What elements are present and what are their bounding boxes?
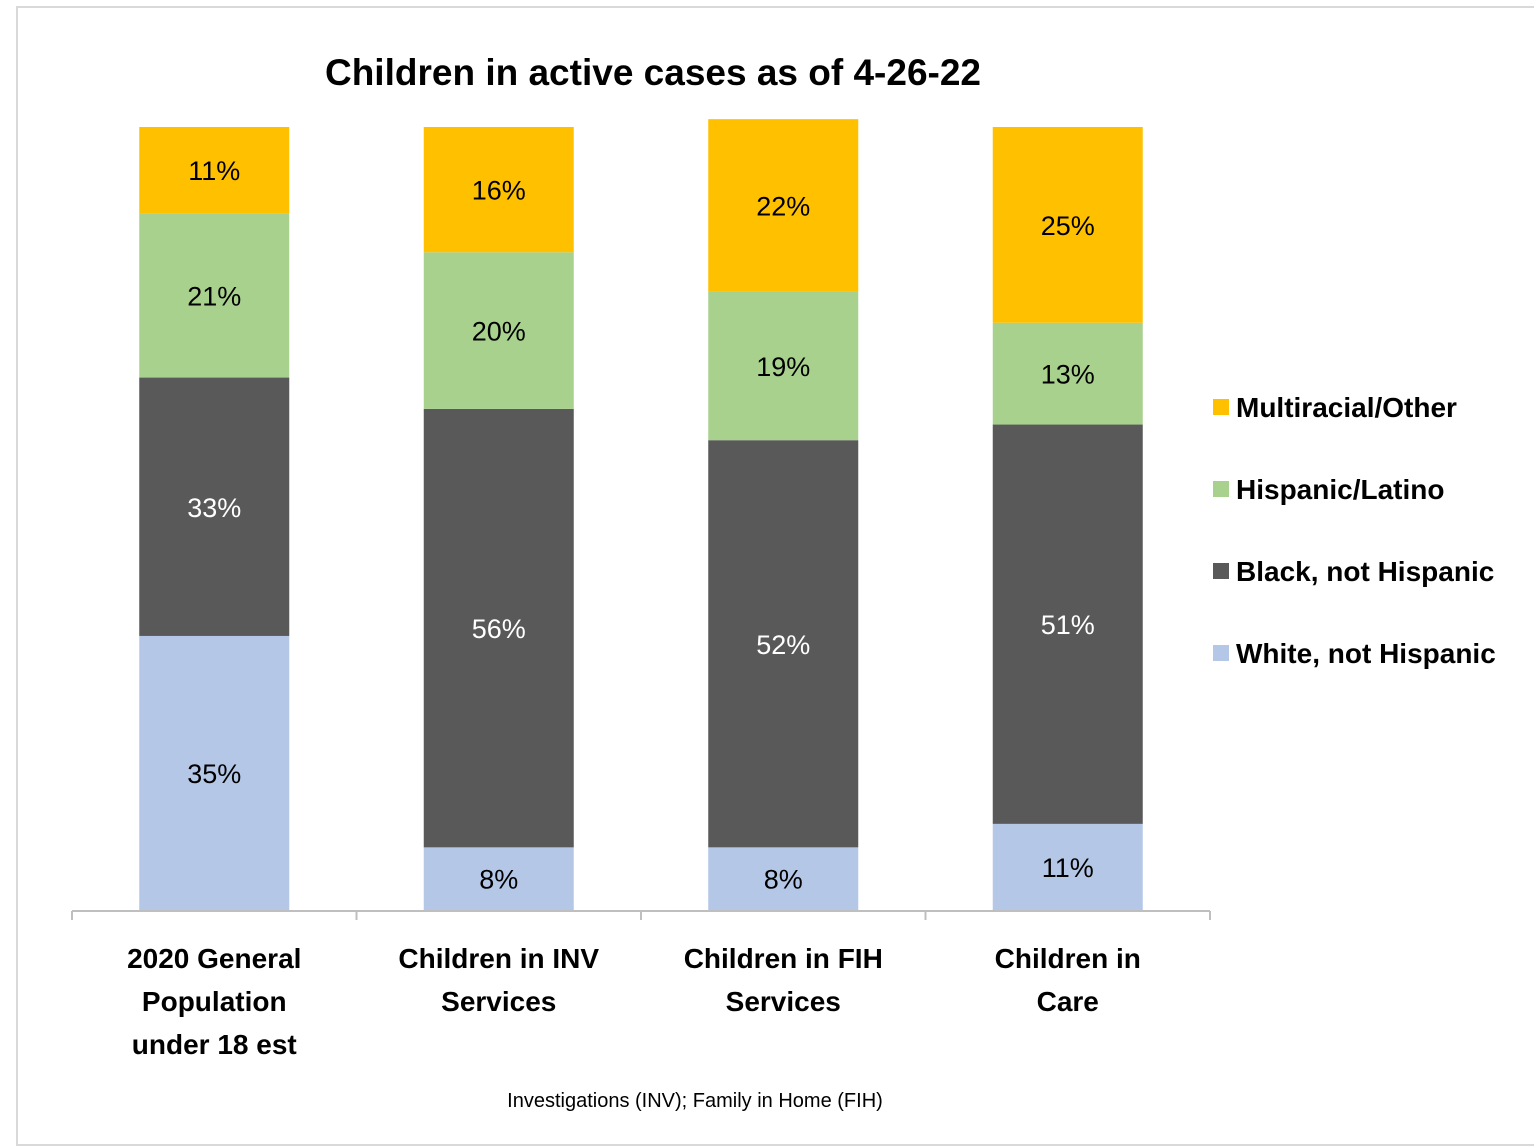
- category-label: Children in INV: [398, 943, 599, 974]
- bar-segment-white-not-hispanic: [423, 847, 574, 910]
- bar-segment-hispanic-latino: [139, 213, 290, 378]
- x-axis: [71, 910, 1211, 920]
- footnote: Investigations (INV); Family in Home (FI…: [507, 1090, 883, 1112]
- bars-group: 35% 33% 21% 11% 8% 56% 20% 16% 8% 52% 19% 22% 11% 51%…: [139, 119, 1143, 910]
- bar-segment-black-not-hispanic: [423, 408, 574, 848]
- bar-segment-hispanic-latino: [423, 252, 574, 409]
- category-label: Population: [142, 986, 287, 1017]
- data-label: 13%: [1041, 360, 1095, 390]
- data-label: 56%: [472, 614, 526, 644]
- bar-segment-white-not-hispanic: [708, 847, 859, 910]
- data-label: 33%: [187, 493, 241, 523]
- category-label: 2020 General: [127, 943, 301, 974]
- chart-title: Children in active cases as of 4-26-22: [325, 52, 981, 93]
- bar-segment-multiracial-other: [708, 119, 859, 292]
- data-label: 16%: [472, 176, 526, 206]
- legend-swatch-white-not-hispanic: [1213, 645, 1229, 661]
- data-label: 52%: [756, 630, 810, 660]
- bar-segment-black-not-hispanic: [708, 440, 859, 848]
- category-label: Services: [441, 986, 556, 1017]
- data-label: 35%: [187, 759, 241, 789]
- category-label: Children in FIH: [684, 943, 883, 974]
- data-label: 22%: [756, 191, 810, 221]
- bar-segment-black-not-hispanic: [992, 424, 1143, 824]
- legend-swatch-multiracial-other: [1213, 399, 1229, 415]
- bar-segment-multiracial-other: [139, 127, 290, 214]
- category-label: Care: [1037, 986, 1099, 1017]
- category-labels: 2020 General Population under 18 est Childr…: [127, 943, 1141, 1060]
- bar-segment-black-not-hispanic: [139, 377, 290, 636]
- bar-segment-white-not-hispanic: [992, 823, 1143, 910]
- data-label: 19%: [756, 352, 810, 382]
- legend-label: Hispanic/Latino: [1236, 474, 1444, 505]
- data-label: 51%: [1041, 610, 1095, 640]
- data-label: 8%: [764, 865, 803, 895]
- legend-label: Black, not Hispanic: [1236, 556, 1494, 587]
- data-label: 25%: [1041, 211, 1095, 241]
- data-label: 20%: [472, 317, 526, 347]
- data-label: 8%: [479, 865, 518, 895]
- bar-segment-multiracial-other: [423, 127, 574, 253]
- bar-segment-multiracial-other: [992, 127, 1143, 323]
- stacked-bar-chart: Children in active cases as of 4-26-22 3…: [71, 52, 1496, 1060]
- legend-label: Multiracial/Other: [1236, 392, 1457, 423]
- bar-segment-hispanic-latino: [992, 322, 1143, 425]
- category-label: Services: [726, 986, 841, 1017]
- legend: Multiracial/Other Hispanic/Latino Black, n…: [1213, 392, 1496, 669]
- legend-swatch-hispanic-latino: [1213, 481, 1229, 497]
- bar-segment-hispanic-latino: [708, 291, 859, 441]
- legend-label: White, not Hispanic: [1236, 638, 1496, 669]
- category-label: under 18 est: [132, 1029, 297, 1060]
- legend-swatch-black-not-hispanic: [1213, 563, 1229, 579]
- category-label: Children in: [995, 943, 1141, 974]
- bar-segment-white-not-hispanic: [139, 635, 290, 910]
- data-label: 21%: [187, 281, 241, 311]
- data-label: 11%: [1042, 853, 1094, 883]
- data-label: 11%: [188, 156, 240, 186]
